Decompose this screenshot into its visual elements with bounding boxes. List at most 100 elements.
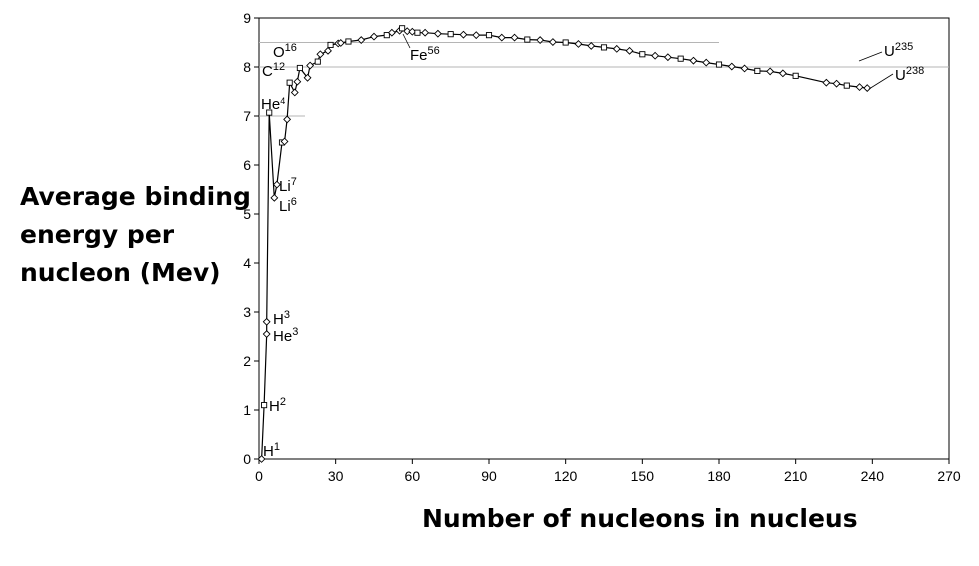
data-point — [855, 83, 864, 92]
data-point — [345, 38, 352, 45]
data-point — [740, 64, 749, 73]
data-point — [266, 109, 273, 116]
data-point — [472, 31, 481, 40]
data-point — [314, 58, 321, 65]
data-point — [327, 41, 334, 48]
x-tick-label: 150 — [631, 468, 655, 484]
data-point — [524, 36, 531, 43]
x-tick-label: 60 — [405, 468, 421, 484]
data-point — [587, 41, 596, 50]
data-point — [306, 61, 315, 70]
data-point — [303, 73, 312, 82]
data-point — [316, 50, 325, 59]
data-point — [403, 27, 412, 36]
data-point — [702, 58, 711, 67]
data-point — [677, 55, 684, 62]
isotope-label: He3 — [273, 326, 298, 345]
data-point — [370, 32, 378, 41]
data-point — [286, 79, 293, 86]
isotope-label: Li6 — [279, 196, 297, 215]
data-point — [336, 39, 345, 47]
y-tick-label: 8 — [243, 59, 251, 75]
isotope-label: U235 — [884, 41, 913, 60]
data-point — [510, 33, 519, 42]
data-point — [536, 36, 545, 44]
x-tick-label: 120 — [554, 468, 578, 484]
data-point — [485, 32, 493, 39]
isotope-label: O16 — [273, 42, 297, 61]
data-point — [612, 44, 621, 53]
data-point — [414, 29, 421, 36]
data-point — [766, 67, 775, 76]
data-point — [290, 88, 299, 97]
data-point — [778, 69, 787, 78]
x-tick-label: 180 — [707, 468, 731, 484]
data-point — [832, 79, 841, 88]
y-axis-label-line: energy per — [20, 220, 175, 249]
data-point — [639, 51, 646, 58]
data-point — [257, 455, 266, 463]
data-point — [283, 115, 292, 124]
y-axis-label: Average binding energy per nucleon (Mev) — [20, 178, 251, 292]
data-point — [459, 30, 468, 39]
data-point — [383, 32, 390, 39]
y-tick-label: 2 — [243, 353, 251, 369]
data-point — [270, 193, 279, 202]
x-tick-label: 210 — [784, 468, 808, 484]
data-point — [262, 330, 271, 338]
x-tick-label: 270 — [937, 468, 961, 484]
data-point — [625, 46, 634, 55]
data-point — [293, 77, 302, 86]
x-axis-label: Number of nucleons in nucleus — [422, 504, 858, 533]
x-tick-label: 30 — [328, 468, 344, 484]
y-axis-label-line: nucleon (Mev) — [20, 258, 221, 287]
data-point — [574, 40, 583, 48]
data-point — [497, 33, 506, 42]
isotope-label: H1 — [263, 441, 280, 460]
isotope-label: Fe56 — [410, 45, 440, 64]
y-axis-label-line: Average binding — [20, 182, 251, 211]
data-point — [863, 84, 872, 93]
y-tick-label: 1 — [243, 402, 251, 418]
y-tick-label: 3 — [243, 304, 251, 320]
data-point — [843, 82, 850, 89]
data-point — [792, 72, 799, 79]
data-point — [822, 78, 831, 87]
data-point — [447, 31, 454, 38]
data-point — [262, 317, 271, 326]
data-point — [357, 36, 366, 44]
x-tick-label: 90 — [481, 468, 497, 484]
y-tick-label: 9 — [243, 10, 251, 26]
isotope-label: H3 — [273, 309, 290, 328]
data-point — [272, 180, 281, 189]
data-point — [421, 28, 430, 37]
data-point — [548, 38, 557, 46]
data-point — [600, 44, 608, 51]
data-point — [562, 39, 569, 46]
data-point — [324, 46, 332, 55]
x-tick-label: 240 — [861, 468, 885, 484]
data-point — [689, 56, 698, 65]
isotope-label: U238 — [895, 65, 924, 84]
annotation-leader-line — [402, 33, 411, 49]
x-tick-label: 0 — [255, 468, 263, 484]
isotope-label: He4 — [261, 96, 285, 113]
isotope-label: C12 — [262, 61, 285, 80]
data-point — [280, 137, 289, 146]
data-point — [715, 61, 723, 68]
annotation-leader-line — [868, 73, 894, 90]
data-point — [296, 64, 303, 72]
plot-frame — [258, 17, 950, 460]
y-tick-label: 6 — [243, 157, 251, 173]
data-point — [433, 29, 442, 38]
isotope-label: H2 — [269, 396, 286, 415]
data-point — [651, 51, 660, 60]
y-tick-label: 5 — [243, 206, 251, 222]
data-point — [261, 402, 268, 409]
data-point — [399, 25, 406, 32]
annotation-leader-line — [858, 51, 883, 62]
y-tick-label: 7 — [243, 108, 251, 124]
isotope-label: Li7 — [279, 176, 297, 195]
data-point — [387, 28, 396, 37]
